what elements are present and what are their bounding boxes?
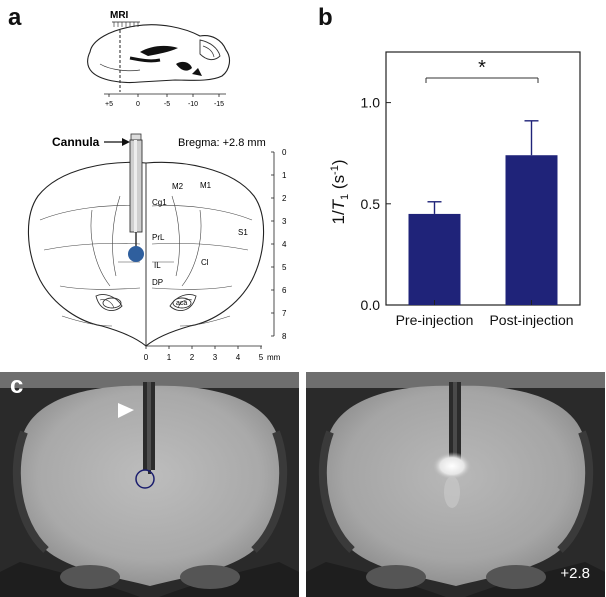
width-tick-5: 5 <box>259 353 264 362</box>
y-label-part-d: (s <box>329 175 348 194</box>
sagittal-section: +5 0 -5 -10 -15 MRI <box>87 10 231 108</box>
significance-star: * <box>478 57 486 79</box>
width-unit: mm <box>267 353 281 362</box>
injection-site-circle <box>135 469 155 489</box>
region-label-dp: DP <box>152 278 163 287</box>
sagittal-tick-5: -15 <box>214 101 224 108</box>
panel-a-letter: a <box>8 4 22 31</box>
x-tick-label: Pre-injection <box>396 312 474 328</box>
depth-tick-2: 2 <box>282 194 287 203</box>
depth-tick-7: 7 <box>282 309 287 318</box>
cannula-arrow-icon <box>122 138 130 146</box>
y-label-part-c: 1 <box>339 194 351 200</box>
depth-tick-1: 1 <box>282 171 287 180</box>
region-label-il: IL <box>154 261 161 270</box>
depth-tick-8: 8 <box>282 332 287 341</box>
plot-frame <box>385 51 581 306</box>
region-label-cl: Cl <box>201 258 209 267</box>
panel-c-letter: c <box>10 372 24 399</box>
sagittal-tick-4: -10 <box>188 101 198 108</box>
depth-tick-3: 3 <box>282 217 287 226</box>
region-label-aca: aca <box>176 300 187 307</box>
width-tick-3: 3 <box>213 353 218 362</box>
y-label-part-a: 1/ <box>329 210 348 224</box>
cannula-icon <box>129 133 143 250</box>
depth-tick-6: 6 <box>282 286 287 295</box>
y-label-part-f: ) <box>329 159 348 165</box>
bar <box>408 213 461 305</box>
x-tick-label: Post-injection <box>489 312 573 328</box>
arrowhead-marker-icon <box>118 403 134 418</box>
depth-axis: 0 1 2 3 4 5 6 7 8 <box>271 148 287 341</box>
sagittal-tick-3: -5 <box>164 101 170 108</box>
sagittal-tick-2: 0 <box>136 101 140 108</box>
y-axis-label: 1/T1 (s-1) <box>329 159 351 224</box>
y-tick-label: 1.0 <box>361 95 381 111</box>
bregma-value-label: +2.8 <box>560 565 590 582</box>
width-tick-2: 2 <box>190 353 195 362</box>
region-label-cg1: Cg1 <box>152 198 167 207</box>
injection-site-marker <box>128 246 144 262</box>
mri-image-pre <box>0 372 299 597</box>
contrast-enhancement-region <box>432 452 472 480</box>
svg-text:1/T1 (s-1): 1/T1 (s-1) <box>329 159 351 224</box>
significance-bracket: * <box>425 57 539 83</box>
panel-b-letter: b <box>318 4 333 31</box>
depth-tick-0: 0 <box>282 148 287 157</box>
y-tick-label: 0.0 <box>361 297 381 313</box>
panel-a-atlas-figure: +5 0 -5 -10 -15 MRI Cannula Bregma: +2.8… <box>27 10 287 362</box>
depth-tick-4: 4 <box>282 240 287 249</box>
bar-chart: 1/T1 (s-1) 0.0 0.5 1.0 Pre-injection Post-i… <box>329 51 581 328</box>
bregma-label: Bregma: +2.8 mm <box>178 137 266 149</box>
cannula-label: Cannula <box>52 135 100 149</box>
y-tick-label: 0.5 <box>361 196 381 212</box>
width-tick-0: 0 <box>144 353 149 362</box>
coronal-section: M2 M1 Cg1 PrL S1 IL Cl DP aca <box>27 161 265 347</box>
width-tick-4: 4 <box>236 353 241 362</box>
y-label-part-e: -1 <box>329 165 341 175</box>
mri-label: MRI <box>110 10 129 21</box>
sagittal-tick-1: +5 <box>105 101 113 108</box>
region-label-prl: PrL <box>152 233 165 242</box>
mri-image-post: +2.8 <box>306 372 605 597</box>
width-tick-1: 1 <box>167 353 172 362</box>
region-label-m1: M1 <box>200 181 212 190</box>
bar <box>505 155 558 305</box>
region-label-s1: S1 <box>238 228 248 237</box>
region-label-m2: M2 <box>172 182 184 191</box>
depth-tick-5: 5 <box>282 263 287 272</box>
width-axis: 0 1 2 3 4 5 mm <box>144 345 281 362</box>
y-label-part-b: T <box>329 198 348 210</box>
